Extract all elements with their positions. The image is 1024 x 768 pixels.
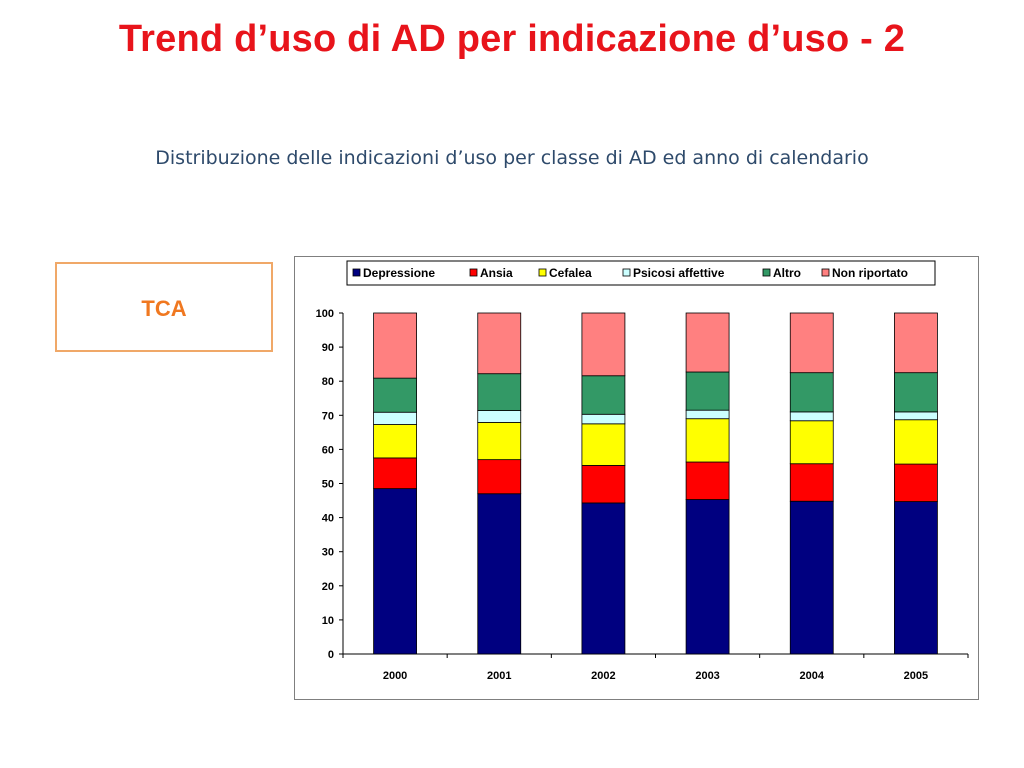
- bar-segment-psicosi-affettive: [581, 413, 626, 425]
- x-tick-label: 2004: [800, 670, 825, 682]
- legend-label: Depressione: [363, 266, 435, 280]
- legend-swatch: [469, 268, 478, 277]
- legend-box: [346, 260, 936, 286]
- chart-legend: Depressione Ansia Cefalea Psicosi affettive…: [346, 260, 936, 286]
- x-tick-label: 2001: [487, 670, 511, 682]
- chart-frame: Depressione Ansia Cefalea Psicosi affettive…: [294, 256, 979, 700]
- bar-segment-psicosi-affettive: [894, 411, 938, 421]
- legend-label: Psicosi affettive: [633, 266, 725, 280]
- legend-label: Ansia: [480, 266, 513, 280]
- y-tick-label: 10: [322, 615, 334, 627]
- x-tick-label: 2002: [591, 670, 615, 682]
- bar-segment-cefalea: [685, 418, 730, 463]
- bar-segment-altro: [789, 372, 834, 413]
- legend-label: Altro: [773, 266, 801, 280]
- bar-segment-depressione: [477, 493, 522, 655]
- bar-segment-non-riportato: [373, 312, 417, 379]
- stacked-bar-chart: Depressione Ansia Cefalea Psicosi affettive…: [316, 260, 969, 682]
- bar-segment-cefalea: [894, 419, 938, 465]
- bar-segment-psicosi-affettive: [477, 410, 522, 423]
- y-tick-label: 50: [322, 479, 334, 491]
- bar-segment-ansia: [477, 459, 522, 495]
- bar-segment-altro: [477, 373, 522, 411]
- bar-segment-altro: [685, 371, 730, 411]
- bar-segment-non-riportato: [789, 312, 834, 374]
- bar-segment-non-riportato: [894, 312, 938, 374]
- slide-subtitle: Distribuzione delle indicazioni d’uso pe…: [155, 147, 869, 169]
- y-tick-label: 80: [322, 376, 334, 388]
- bar-segment-ansia: [894, 463, 938, 502]
- legend-swatch: [762, 268, 771, 277]
- bar-segment-psicosi-affettive: [685, 409, 730, 420]
- y-tick-label: 20: [322, 581, 334, 593]
- legend-swatch: [622, 268, 631, 277]
- bar-segment-cefalea: [373, 424, 417, 459]
- bar-segment-non-riportato: [581, 312, 626, 377]
- y-tick-label: 70: [322, 410, 334, 422]
- bar-segment-altro: [581, 375, 626, 415]
- y-tick-label: 60: [322, 444, 334, 456]
- y-tick-label: 90: [322, 342, 334, 354]
- tca-label: TCA: [141, 296, 187, 321]
- bar-segment-cefalea: [581, 423, 626, 466]
- bar-segment-depressione: [581, 502, 626, 655]
- tca-label-box: TCA: [55, 262, 273, 352]
- slide-title: Trend d’uso di AD per indicazione d’uso …: [118, 18, 906, 60]
- bar-segment-altro: [373, 377, 417, 413]
- bar-segment-ansia: [581, 465, 626, 504]
- bar-segment-non-riportato: [477, 312, 522, 375]
- bar-segment-ansia: [685, 461, 730, 500]
- bar-segment-depressione: [373, 488, 417, 655]
- bar-segment-depressione: [789, 500, 834, 655]
- bar-segment-ansia: [373, 457, 417, 490]
- bar-segment-cefalea: [477, 422, 522, 461]
- x-tick-label: 2000: [383, 670, 407, 682]
- bar-segment-ansia: [789, 463, 834, 502]
- legend-label: Non riportato: [832, 266, 908, 280]
- y-tick-label: 30: [322, 547, 334, 559]
- y-tick-label: 40: [322, 513, 334, 525]
- bar-segment-non-riportato: [685, 312, 730, 373]
- bar-segment-cefalea: [789, 420, 834, 465]
- chart-bars: [373, 312, 938, 655]
- x-tick-label: 2005: [904, 670, 928, 682]
- x-tick-label: 2003: [695, 670, 719, 682]
- bar-segment-psicosi-affettive: [373, 411, 417, 425]
- chart-axes: 0 10 20 30 40 50 60 70 80 90 100 2000 2001 2002 2003 20…: [316, 308, 969, 682]
- bar-segment-altro: [894, 372, 938, 413]
- legend-swatch: [352, 268, 361, 277]
- legend-swatch: [821, 268, 830, 277]
- bar-segment-psicosi-affettive: [789, 411, 834, 422]
- y-tick-label: 100: [316, 308, 334, 320]
- y-tick-label: 0: [328, 649, 334, 661]
- legend-label: Cefalea: [549, 266, 592, 280]
- bar-segment-depressione: [894, 501, 938, 655]
- legend-swatch: [538, 268, 547, 277]
- bar-segment-depressione: [685, 499, 730, 655]
